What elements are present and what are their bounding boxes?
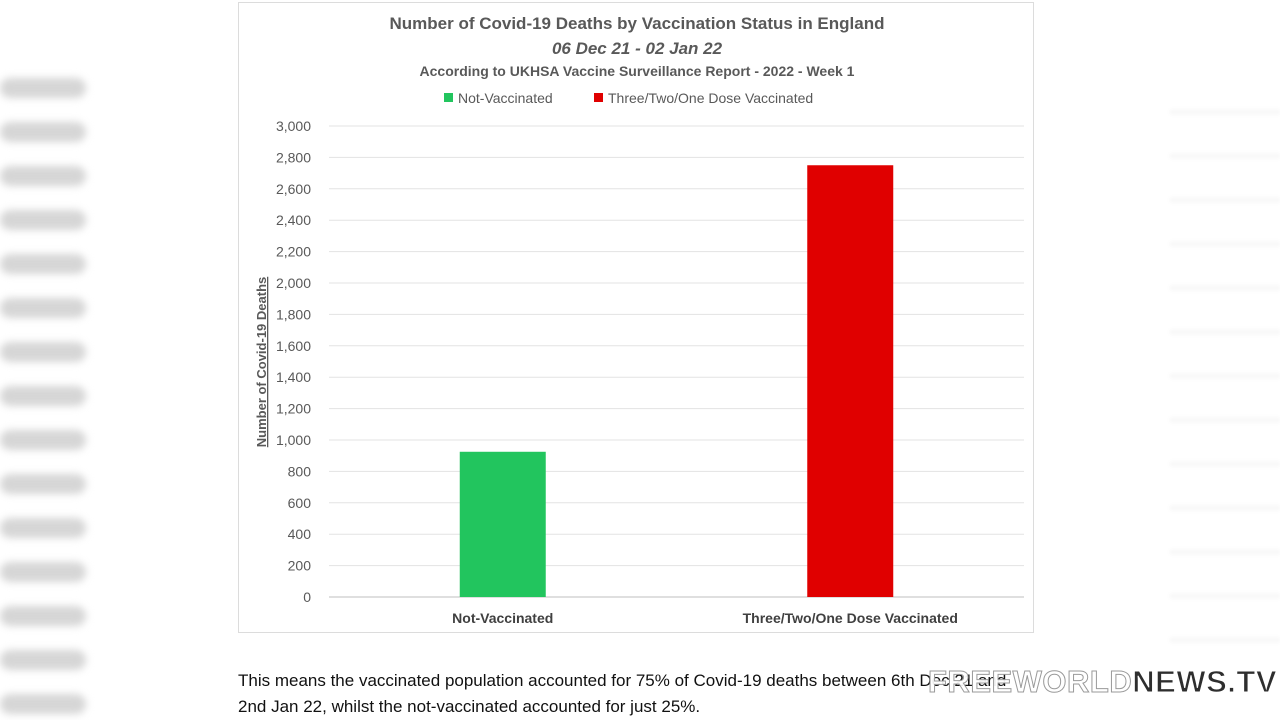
chart-card: Number of Covid-19 Deaths by Vaccination… <box>238 2 1034 633</box>
bar-chart: Number of Covid-19 Deaths by Vaccination… <box>254 14 1024 626</box>
x-tick-label: Not-Vaccinated <box>452 610 553 626</box>
y-axis-ticks: 0 200 400 600 800 1,000 1,200 1,400 1,600 1,800 2,… <box>276 118 311 605</box>
y-tick-label: 3,000 <box>276 118 311 134</box>
y-tick-label: 200 <box>288 558 312 574</box>
chart-title: Number of Covid-19 Deaths by Vaccination… <box>390 14 885 33</box>
bar-1 <box>459 451 546 597</box>
y-tick-label: 600 <box>288 495 312 511</box>
y-tick-label: 1,600 <box>276 338 311 354</box>
legend-swatch <box>444 93 453 102</box>
x-tick-label: Three/Two/One Dose Vaccinated <box>743 610 958 626</box>
blurred-sidebar <box>0 60 95 720</box>
watermark-logo: FREEWORLDNEWS.TV <box>927 664 1277 700</box>
blurred-right-panel <box>1170 70 1280 670</box>
y-tick-label: 1,400 <box>276 369 311 385</box>
legend-label: Not-Vaccinated <box>458 90 553 106</box>
y-axis-label: Number of Covid-19 Deaths <box>254 277 269 447</box>
watermark-part-1: FREEWORLD <box>927 664 1133 700</box>
bars <box>459 165 894 597</box>
y-tick-label: 2,600 <box>276 181 311 197</box>
y-tick-label: 2,000 <box>276 275 311 291</box>
gridlines <box>329 125 1024 598</box>
bar-2 <box>807 165 894 597</box>
y-tick-label: 1,000 <box>276 432 311 448</box>
chart-subtitle: 06 Dec 21 - 02 Jan 22 <box>552 39 723 58</box>
y-tick-label: 2,200 <box>276 244 311 260</box>
x-axis-labels: Not-Vaccinated Three/Two/One Dose Vaccina… <box>452 610 958 626</box>
legend-swatch <box>594 93 603 102</box>
watermark-part-2: NEWS.TV <box>1132 664 1277 700</box>
y-tick-label: 1,800 <box>276 306 311 322</box>
y-tick-label: 1,200 <box>276 401 311 417</box>
y-tick-label: 2,400 <box>276 212 311 228</box>
article-caption: This means the vaccinated population acc… <box>238 671 1007 716</box>
y-tick-label: 0 <box>303 589 311 605</box>
y-tick-label: 800 <box>288 463 312 479</box>
y-tick-label: 2,800 <box>276 149 311 165</box>
legend-label: Three/Two/One Dose Vaccinated <box>608 90 813 106</box>
chart-source-line: According to UKHSA Vaccine Surveillance … <box>420 63 855 79</box>
y-tick-label: 400 <box>288 526 312 542</box>
chart-legend: Not-Vaccinated Three/Two/One Dose Vaccina… <box>444 90 813 106</box>
